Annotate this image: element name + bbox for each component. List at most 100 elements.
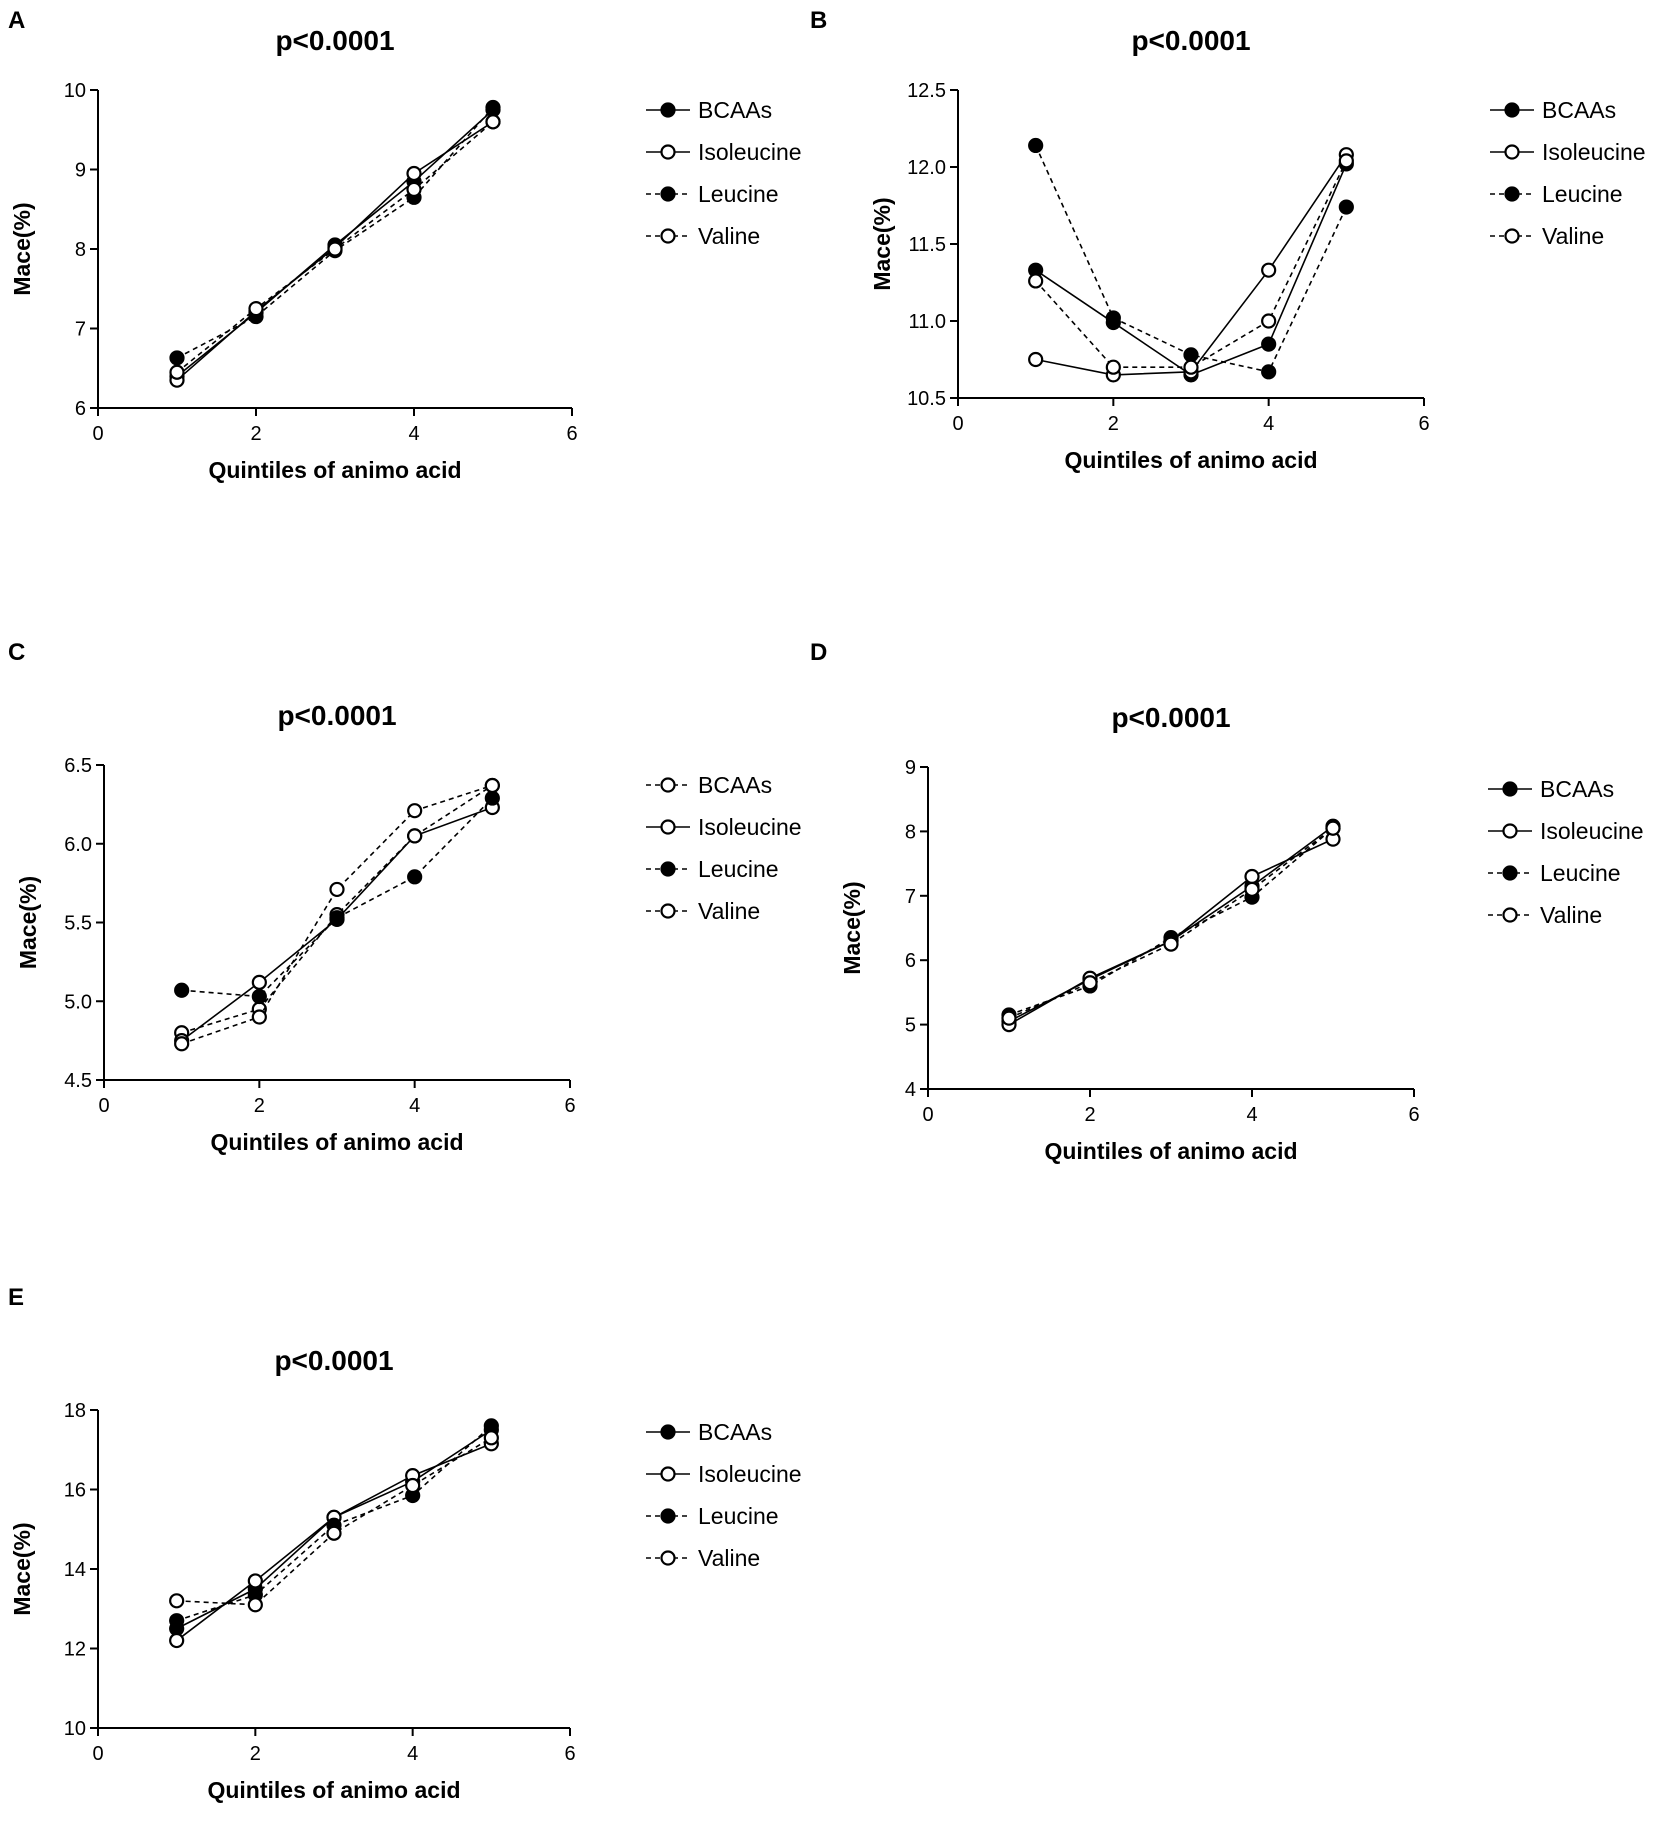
data-point-leucine [1338,199,1354,215]
x-tick-label: 0 [92,1743,103,1765]
legend-label-bcaas: BCAAs [698,97,772,123]
data-point-valine [174,1036,190,1052]
data-point-valine [485,114,501,130]
data-point-isoleucine [407,828,423,844]
y-tick-label: 18 [64,1400,86,1422]
y-axis-label: Mace(%) [9,1522,35,1615]
legend-label-valine: Valine [698,898,760,924]
legend-label-valine: Valine [1540,902,1602,928]
legend-marker-bcaas [1502,781,1518,797]
legend-marker-bcaas [660,102,676,118]
data-point-valine [405,1477,421,1494]
legend-marker-isoleucine [660,144,676,160]
series-line-leucine [1008,827,1334,1016]
data-point-leucine [169,350,185,366]
data-point-valine [406,181,422,197]
panel-d: Dp<0.0001 0 2 4 6 4 5 6 7 8 9 Quintiles of animo ac… [810,639,1644,1164]
data-point-valine [327,241,343,257]
legend-marker-leucine [660,186,676,202]
legend-label-valine: Valine [698,1545,760,1571]
legend-marker-bcaas [660,1424,676,1440]
panel-e: Ep<0.0001 0 2 4 6 10 12 14 16 18 Quintiles of anim… [8,1284,802,1803]
legend-label-isoleucine: Isoleucine [1540,818,1644,844]
legend-label-valine: Valine [1542,223,1604,249]
x-axis-label: Quintiles of animo acid [1044,1138,1297,1164]
data-point-valine [1028,273,1044,289]
x-tick-label: 4 [407,1743,418,1765]
legend-label-leucine: Leucine [1540,860,1621,886]
panel-c: Cp<0.0001 0 2 4 6 4.5 5.0 5.5 6.0 6.5 Quintiles of… [8,639,802,1155]
legend-marker-valine [660,1550,676,1566]
legend-label-bcaas: BCAAs [1542,97,1616,123]
y-tick-label: 12 [64,1639,86,1661]
legend-marker-isoleucine [1504,144,1520,160]
data-point-leucine [251,988,267,1005]
data-point-isoleucine [1244,868,1260,885]
legend-label-isoleucine: Isoleucine [698,139,802,165]
x-tick-label: 6 [566,423,577,445]
panel-label: B [810,7,827,34]
y-tick-label: 12.0 [907,157,946,179]
x-tick-label: 6 [564,1095,575,1117]
legend-label-leucine: Leucine [698,856,779,882]
legend-label-isoleucine: Isoleucine [698,1461,802,1487]
y-tick-label: 8 [905,821,916,843]
x-axis-label: Quintiles of animo acid [208,457,461,483]
legend-label-bcaas: BCAAs [698,1419,772,1445]
legend-marker-valine [660,903,676,919]
data-point-leucine [1261,364,1277,380]
data-point-valine [1338,153,1354,169]
x-tick-label: 6 [1418,413,1429,435]
series-line-valine [1035,160,1348,369]
data-point-valine [248,301,264,317]
legend-marker-leucine [660,861,676,877]
y-tick-label: 12.5 [907,80,946,102]
data-point-valine [1183,359,1199,375]
y-tick-label: 11.5 [909,234,946,256]
data-point-isoleucine [1028,351,1044,368]
legend-marker-bcaas [660,777,676,793]
series-line-leucine [1034,145,1348,373]
data-point-valine [1244,881,1260,897]
series-line-valine [181,784,493,1045]
data-point-bcaas [1261,336,1277,352]
legend-label-isoleucine: Isoleucine [698,814,802,840]
data-point-valine [1261,313,1277,329]
y-tick-label: 7 [75,319,86,341]
data-point-isoleucine [1261,262,1277,278]
data-point-leucine [1028,137,1044,154]
legend-label-bcaas: BCAAs [698,772,772,798]
series-line-bcaas [181,784,493,1034]
legend-marker-leucine [1504,186,1520,202]
data-point-leucine [484,790,500,806]
series-line-valine [176,1437,492,1606]
y-tick-label: 10 [64,80,86,102]
data-point-leucine [407,869,423,885]
y-axis-label: Mace(%) [869,197,895,290]
x-tick-label: 0 [92,423,103,445]
chart-title: p<0.0001 [1111,702,1230,733]
legend-marker-isoleucine [660,1466,676,1482]
x-tick-label: 0 [952,413,963,435]
panel-label: A [8,7,25,34]
data-point-valine [483,1430,499,1446]
x-tick-label: 6 [564,1743,575,1765]
y-tick-label: 9 [75,160,86,182]
legend-marker-valine [660,228,676,244]
panel-b: Bp<0.0001 0 2 4 6 10.5 11.0 11.5 12.0 12.5 Quintil… [810,7,1646,473]
legend-marker-isoleucine [660,819,676,835]
x-tick-label: 0 [922,1104,933,1126]
data-point-valine [1001,1010,1017,1026]
y-tick-label: 8 [75,239,86,261]
y-tick-label: 4.5 [64,1070,92,1092]
legend-marker-leucine [1502,865,1518,881]
y-tick-label: 6 [905,950,916,972]
series-line-leucine [176,1425,492,1622]
legend-label-leucine: Leucine [1542,181,1623,207]
data-point-isoleucine [169,1632,185,1649]
series-line-valine [1008,827,1334,1019]
data-point-leucine [1105,310,1121,326]
x-tick-label: 2 [250,1743,261,1765]
x-axis-label: Quintiles of animo acid [210,1129,463,1155]
